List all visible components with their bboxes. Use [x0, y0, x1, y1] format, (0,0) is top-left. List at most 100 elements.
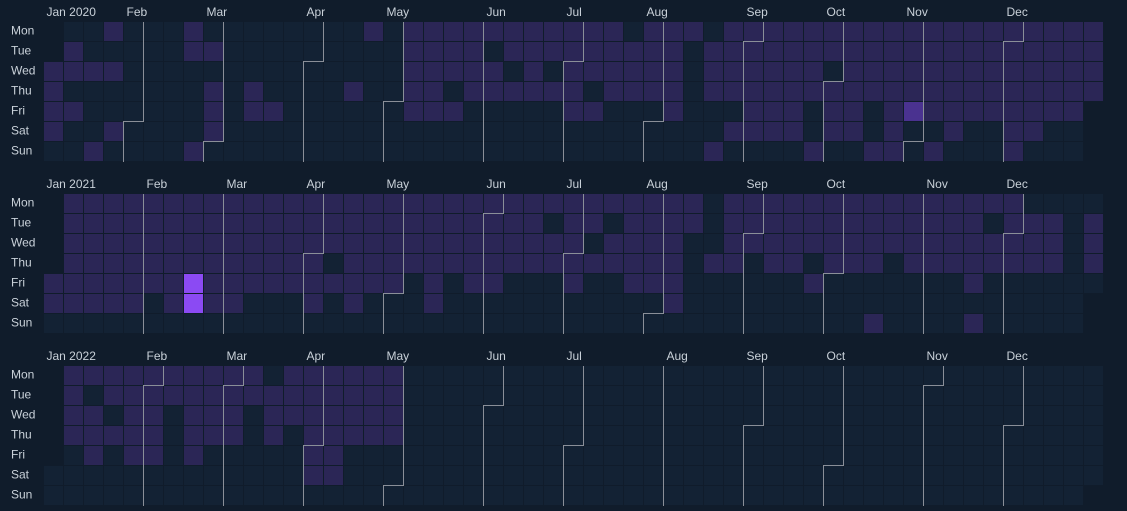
- day-cell: [744, 42, 763, 61]
- day-cell: [104, 274, 123, 293]
- day-cell: [344, 142, 363, 161]
- day-cell: [644, 446, 663, 465]
- day-cell: [584, 22, 603, 41]
- day-cell: [924, 254, 943, 273]
- day-cell: [1024, 386, 1043, 405]
- day-cell: [764, 466, 783, 485]
- day-cell: [984, 82, 1003, 101]
- day-cell: [184, 102, 203, 121]
- day-cell: [764, 62, 783, 81]
- month-label: Aug: [647, 177, 668, 191]
- day-cell: [64, 294, 83, 313]
- day-cell: [404, 294, 423, 313]
- day-cell: [804, 122, 823, 141]
- day-cell: [184, 386, 203, 405]
- day-cell: [184, 122, 203, 141]
- day-cell: [684, 234, 703, 253]
- day-cell: [1064, 294, 1083, 313]
- day-cell: [504, 446, 523, 465]
- day-cell: [124, 386, 143, 405]
- day-cell: [724, 22, 743, 41]
- day-cell: [764, 366, 783, 385]
- day-cell: [964, 314, 983, 333]
- day-cell: [124, 42, 143, 61]
- day-cell: [604, 274, 623, 293]
- month-border: [643, 22, 664, 162]
- day-cell: [164, 426, 183, 445]
- day-label: Sun: [11, 488, 32, 502]
- day-cell: [804, 314, 823, 333]
- day-cell: [404, 142, 423, 161]
- day-label: Mon: [11, 368, 34, 382]
- day-cell: [944, 22, 963, 41]
- day-cell: [444, 386, 463, 405]
- day-cell: [524, 122, 543, 141]
- day-cell: [1064, 194, 1083, 213]
- day-cell: [804, 62, 823, 81]
- day-cell: [384, 214, 403, 233]
- day-cell: [364, 314, 383, 333]
- day-cell: [64, 254, 83, 273]
- day-cell: [504, 142, 523, 161]
- day-cell: [964, 62, 983, 81]
- day-cell: [824, 486, 843, 505]
- day-cell: [704, 426, 723, 445]
- day-cell: [564, 254, 583, 273]
- day-cell: [364, 274, 383, 293]
- day-cell: [224, 214, 243, 233]
- month-label: Feb: [147, 349, 168, 363]
- day-cell: [284, 42, 303, 61]
- day-cell: [684, 142, 703, 161]
- day-cell: [404, 122, 423, 141]
- day-cell: [904, 42, 923, 61]
- day-cell: [864, 274, 883, 293]
- day-cell: [584, 62, 603, 81]
- day-cell: [544, 366, 563, 385]
- day-cell: [844, 122, 863, 141]
- day-cell: [184, 486, 203, 505]
- day-cell: [1044, 22, 1063, 41]
- day-cell: [844, 294, 863, 313]
- month-border: [563, 366, 584, 506]
- day-cell: [744, 142, 763, 161]
- day-cell: [64, 406, 83, 425]
- day-cell: [744, 294, 763, 313]
- day-cell: [424, 82, 443, 101]
- day-cell: [364, 234, 383, 253]
- day-cell: [204, 486, 223, 505]
- day-cell: [104, 386, 123, 405]
- day-cell: [1044, 314, 1063, 333]
- day-cell: [184, 42, 203, 61]
- day-cell: [64, 42, 83, 61]
- day-cell: [1024, 294, 1043, 313]
- day-cell: [864, 314, 883, 333]
- day-cell: [404, 102, 423, 121]
- day-cell: [824, 102, 843, 121]
- day-cell: [884, 426, 903, 445]
- day-cell: [244, 194, 263, 213]
- day-cell: [904, 466, 923, 485]
- day-cell: [804, 366, 823, 385]
- day-cell: [1044, 142, 1063, 161]
- day-cell: [564, 42, 583, 61]
- day-cell: [564, 406, 583, 425]
- day-cell: [844, 406, 863, 425]
- day-cell: [1064, 122, 1083, 141]
- day-cell: [684, 254, 703, 273]
- day-cell: [764, 142, 783, 161]
- day-cell: [204, 122, 223, 141]
- day-cell: [484, 194, 503, 213]
- day-cell: [704, 214, 723, 233]
- day-cell: [804, 82, 823, 101]
- day-cell: [744, 22, 763, 41]
- day-cell: [204, 234, 223, 253]
- day-cell: [924, 426, 943, 445]
- day-cell: [784, 42, 803, 61]
- day-cell: [884, 122, 903, 141]
- day-cell: [784, 274, 803, 293]
- day-cell: [284, 366, 303, 385]
- day-cell: [964, 254, 983, 273]
- day-cell: [824, 466, 843, 485]
- day-cell: [164, 62, 183, 81]
- day-cell: [664, 42, 683, 61]
